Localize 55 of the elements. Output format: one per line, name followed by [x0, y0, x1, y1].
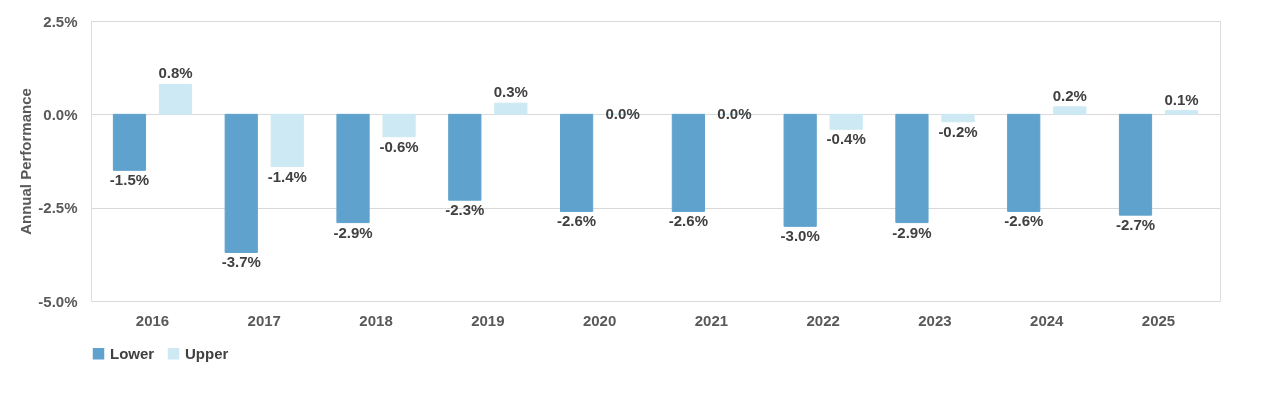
- y-tick-label: -2.5%: [38, 199, 78, 217]
- bar: [829, 113, 863, 130]
- bar: [1053, 106, 1087, 115]
- bar: [783, 113, 817, 227]
- data-label: 0.8%: [158, 64, 193, 82]
- bar: [895, 113, 929, 224]
- x-tick-label: 2022: [806, 311, 840, 329]
- data-label: -2.9%: [333, 223, 373, 241]
- x-tick-label: 2019: [471, 311, 505, 329]
- x-tick-label: 2023: [918, 311, 952, 329]
- x-tick-label: 2018: [359, 311, 393, 329]
- data-label: -2.6%: [1004, 212, 1044, 230]
- data-label: -2.6%: [668, 212, 708, 230]
- data-label: 0.2%: [1052, 86, 1087, 104]
- x-tick-label: 2020: [582, 311, 617, 329]
- data-label: -0.2%: [938, 122, 978, 140]
- bar: [448, 113, 482, 201]
- bar: [112, 113, 147, 171]
- data-label: 0.3%: [493, 83, 528, 101]
- data-label: -3.0%: [780, 227, 820, 245]
- data-label: -2.9%: [892, 223, 932, 241]
- bar: [559, 113, 594, 212]
- legend-label: Lower: [110, 344, 155, 362]
- y-axis-title: Annual Performance: [17, 88, 35, 235]
- x-tick-label: 2021: [694, 311, 729, 329]
- data-label: -2.3%: [445, 201, 485, 219]
- x-tick-label: 2024: [1030, 311, 1065, 329]
- bar: [494, 102, 528, 115]
- bar: [336, 113, 370, 224]
- y-tick-label: -5.0%: [38, 292, 78, 310]
- data-label: -2.7%: [1115, 216, 1156, 234]
- data-label: -1.4%: [267, 167, 307, 185]
- bar: [270, 113, 304, 168]
- data-label: -3.7%: [221, 253, 261, 271]
- bar: [158, 83, 193, 115]
- data-label: 0.0%: [605, 105, 640, 123]
- data-label: 0.0%: [717, 105, 752, 123]
- data-label: 0.1%: [1164, 90, 1199, 108]
- y-tick-label: 0.0%: [43, 105, 78, 123]
- data-label: -0.4%: [826, 130, 866, 148]
- bar: [671, 113, 705, 212]
- data-label: -1.5%: [109, 171, 150, 189]
- bar: [941, 113, 975, 123]
- legend-label: Upper: [185, 344, 229, 362]
- x-tick-label: 2017: [247, 311, 281, 329]
- x-tick-label: 2016: [135, 311, 170, 329]
- y-tick-label: 2.5%: [43, 12, 78, 30]
- bar: [1118, 113, 1153, 216]
- bar: [1007, 113, 1041, 212]
- x-tick-label: 2025: [1141, 311, 1176, 329]
- bar: [382, 113, 416, 138]
- data-label: -0.6%: [379, 137, 419, 155]
- bar: [1164, 110, 1199, 115]
- data-label: -2.6%: [557, 212, 597, 230]
- bar: [224, 113, 258, 253]
